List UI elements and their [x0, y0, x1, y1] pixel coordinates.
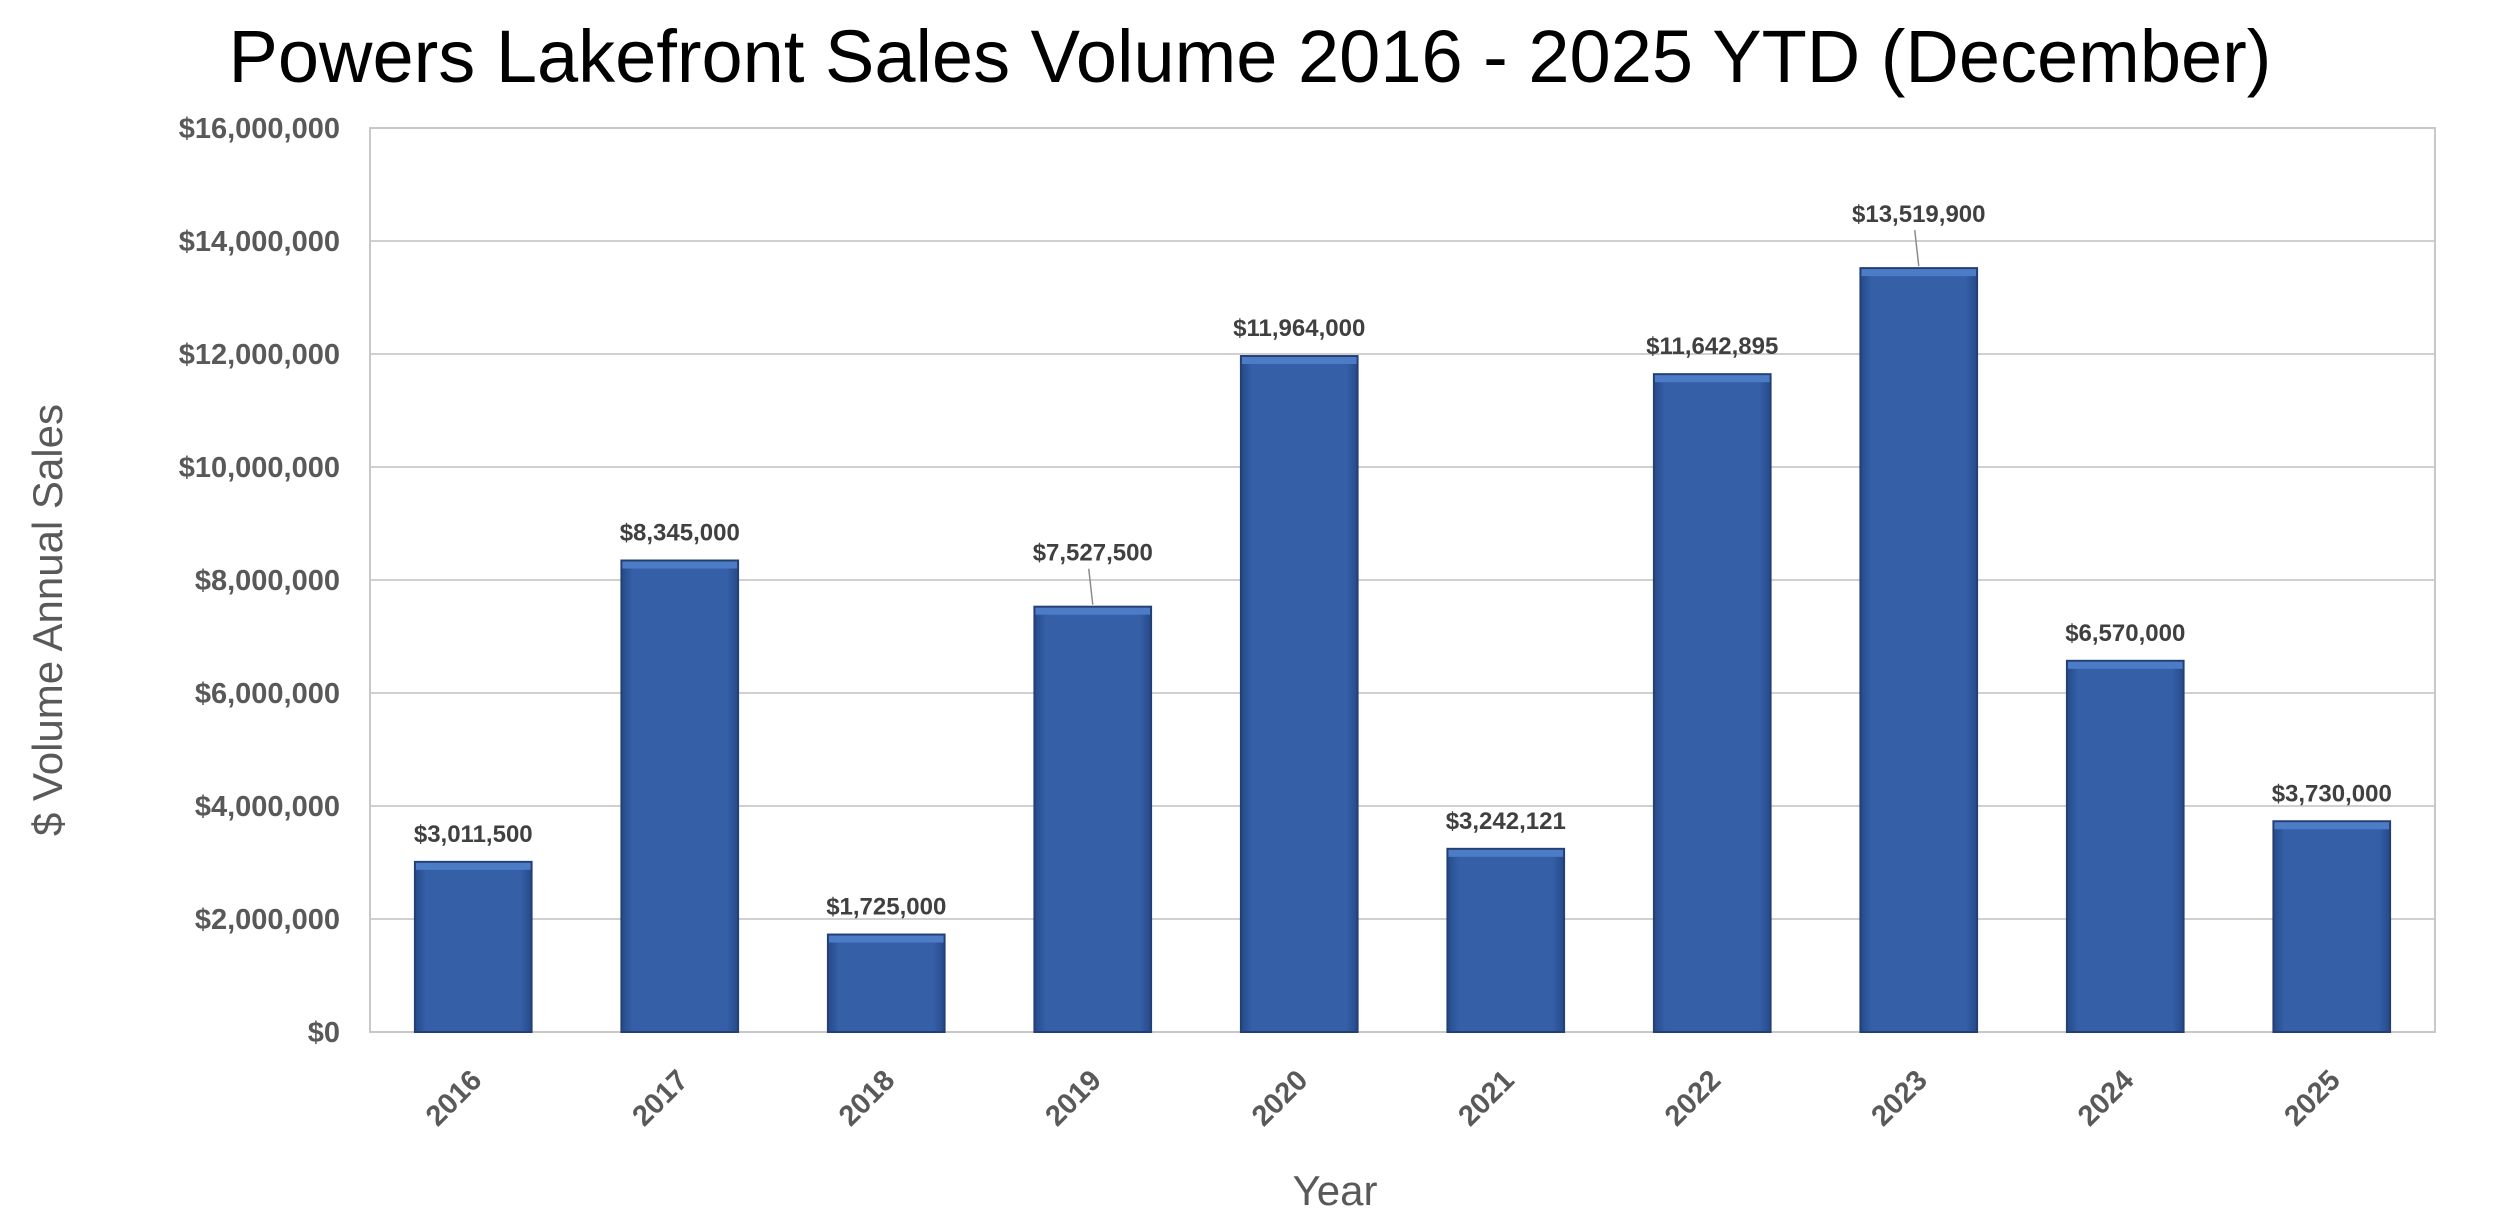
x-tick-label-2024: 2024 [2072, 1064, 2140, 1132]
x-tick-label-2025: 2025 [2278, 1064, 2346, 1132]
bar-2019 [1033, 605, 1153, 1033]
data-label-2020: $11,964,000 [1233, 315, 1365, 342]
data-label-2021: $3,242,121 [1446, 808, 1566, 835]
x-tick-label-2023: 2023 [1865, 1064, 1933, 1132]
bar-top-highlight [2274, 822, 2390, 830]
bar-top-highlight [415, 862, 531, 870]
bar-2020 [1239, 355, 1359, 1033]
data-label-2025: $3,730,000 [2272, 780, 2392, 807]
y-tick-label: $0 [308, 1017, 340, 1049]
x-tick-label-2016: 2016 [420, 1064, 488, 1132]
bar-top-highlight [1448, 849, 1564, 857]
data-label-2018: $1,725,000 [826, 894, 946, 921]
x-tick-label-2018: 2018 [833, 1064, 901, 1132]
bar-2023 [1859, 267, 1979, 1033]
data-label-2017: $8,345,000 [620, 520, 740, 547]
data-label-2023: $13,519,900 [1852, 201, 1985, 228]
bar-top-highlight [1035, 607, 1151, 615]
y-tick-label: $14,000,000 [179, 226, 340, 258]
y-tick-label: $10,000,000 [179, 452, 340, 484]
x-tick-label-2019: 2019 [1039, 1064, 1107, 1132]
y-tick-label: $4,000,000 [195, 791, 340, 823]
x-tick-label-2017: 2017 [626, 1064, 694, 1132]
label-leader-line [1088, 568, 1094, 605]
x-axis-title: Year [1293, 1167, 1378, 1214]
data-labels: $3,011,500 $8,345,000 $1,725,000 $7,527,500… [414, 201, 2392, 920]
y-tick-label: $12,000,000 [179, 339, 340, 371]
bar-top-highlight [2067, 661, 2183, 669]
bar-2021 [1446, 847, 1566, 1034]
y-tick-label: $2,000,000 [195, 904, 340, 936]
y-axis-title: $ Volume Annual Sales [24, 404, 71, 836]
x-axis-ticks: 2016 2017 2018 2019 2020 2021 2022 2023 2024 2025 [420, 1064, 2347, 1132]
bars [413, 267, 2392, 1034]
x-tick-label-2021: 2021 [1452, 1064, 1520, 1132]
plot-area [369, 127, 2436, 1033]
bar-top-highlight [1241, 357, 1357, 365]
bar-2022 [1652, 373, 1772, 1033]
y-tick-label: $8,000,000 [195, 565, 340, 597]
y-tick-label: $16,000,000 [179, 113, 340, 145]
bar-2024 [2065, 659, 2185, 1033]
data-label-2019: $7,527,500 [1033, 540, 1153, 567]
bar-top-highlight [828, 935, 944, 943]
bar-top-highlight [1861, 269, 1977, 277]
bar-top-highlight [1654, 375, 1770, 383]
label-leader-line [1914, 230, 1920, 267]
y-tick-label: $6,000,000 [195, 678, 340, 710]
data-label-2016: $3,011,500 [414, 821, 533, 848]
chart-title: Powers Lakefront Sales Volume 2016 - 202… [229, 15, 2272, 98]
data-label-2024: $6,570,000 [2065, 620, 2185, 647]
x-tick-label-2022: 2022 [1659, 1064, 1727, 1132]
x-tick-label-2020: 2020 [1246, 1064, 1314, 1132]
bar-2016 [413, 860, 533, 1033]
y-axis-ticks: $0 $2,000,000 $4,000,000 $6,000,000 $8,000,0… [179, 113, 340, 1049]
bar-2018 [826, 933, 946, 1033]
data-label-2022: $11,642,895 [1646, 333, 1778, 360]
bar-2017 [620, 559, 740, 1033]
bar-2025 [2272, 820, 2392, 1033]
bar-top-highlight [622, 561, 738, 569]
